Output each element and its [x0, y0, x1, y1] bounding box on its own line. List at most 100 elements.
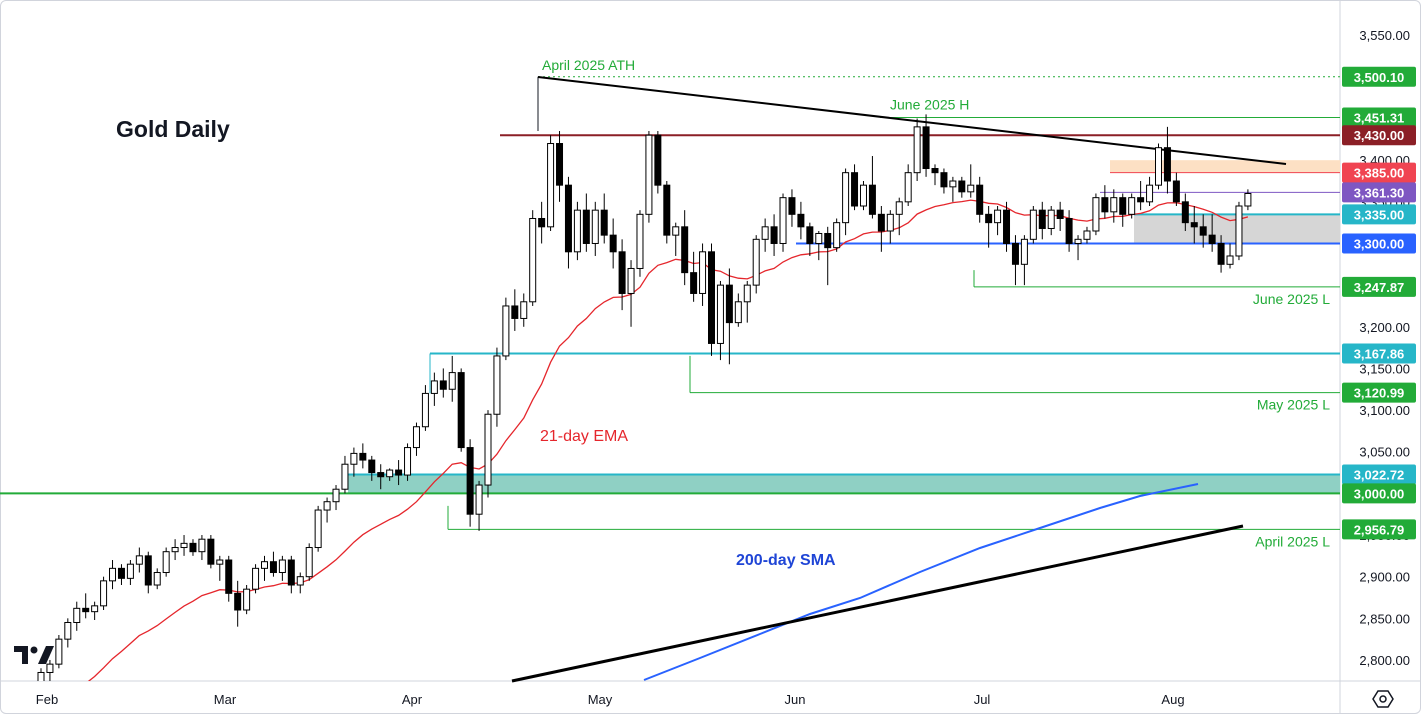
candle-body — [332, 488, 340, 503]
candle-body — [153, 572, 161, 586]
candle-body — [55, 638, 63, 665]
candle-body — [556, 143, 564, 186]
candle-body — [520, 301, 528, 319]
support-zone-3000 — [348, 474, 1340, 494]
candle-body — [1244, 193, 1252, 207]
candle-body — [350, 452, 358, 465]
price-tag-label: 3,000.00 — [1354, 486, 1405, 501]
price-tag-label: 3,361.30 — [1354, 185, 1405, 200]
candle-body — [1038, 209, 1046, 229]
price-tag-label: 3,500.10 — [1354, 70, 1405, 85]
candle-body — [895, 201, 903, 215]
candle-body — [797, 213, 805, 228]
candle-body — [708, 251, 715, 344]
candle-body — [198, 538, 206, 553]
x-tick-label: Mar — [214, 692, 237, 707]
price-tag — [1342, 519, 1416, 540]
candle-body — [1128, 197, 1136, 215]
candle-body — [314, 509, 322, 549]
candle-body — [1235, 205, 1243, 257]
price-tag — [1342, 483, 1416, 504]
candle-body — [412, 426, 420, 449]
candle-body — [430, 380, 438, 394]
resistance-zone-3385 — [1110, 160, 1340, 173]
price-tag — [1342, 204, 1416, 225]
ema-21-line — [87, 199, 1249, 681]
candle-body — [761, 226, 769, 240]
candle-body — [1101, 197, 1109, 213]
settings-icon[interactable] — [1372, 688, 1394, 710]
candle-body — [725, 284, 733, 324]
price-tag — [1342, 162, 1416, 183]
candle-body — [663, 184, 671, 236]
price-tag-label: 2,956.79 — [1354, 522, 1405, 537]
candle-body — [913, 126, 921, 174]
annotation-label: April 2025 L — [1255, 533, 1330, 549]
candle-body — [1110, 197, 1118, 213]
candle-body — [1190, 222, 1198, 228]
candle-body — [967, 184, 975, 193]
candle-body — [287, 559, 295, 586]
candle-body — [395, 469, 403, 476]
candle-body — [1011, 242, 1019, 265]
candle-body — [985, 213, 993, 224]
candle-body — [743, 284, 751, 303]
y-tick-label: 2,900.00 — [1359, 570, 1410, 585]
x-tick-label: Apr — [402, 692, 423, 707]
candle-body — [484, 413, 492, 486]
candle-body — [842, 172, 850, 224]
x-tick-label: Jun — [785, 692, 806, 707]
candle-body — [466, 447, 474, 515]
candle-body — [73, 607, 81, 623]
candle-body — [1217, 242, 1225, 265]
candle-body — [278, 559, 286, 574]
candle-body — [386, 469, 394, 478]
candle-body — [1119, 197, 1127, 215]
candle-body — [207, 538, 215, 565]
candle-body — [824, 232, 832, 249]
candle-body — [851, 172, 859, 207]
candle-body — [180, 542, 188, 549]
candle-body — [368, 459, 376, 474]
candle-body — [609, 234, 617, 253]
candle-body — [1083, 230, 1091, 240]
candle-body — [690, 272, 698, 294]
candle-body — [672, 226, 680, 236]
annotation-label: June 2025 H — [890, 96, 969, 112]
price-tag — [1342, 276, 1416, 297]
candle-body — [404, 447, 412, 476]
price-tag — [1342, 125, 1416, 146]
candle-body — [618, 251, 626, 294]
candle-body — [806, 226, 814, 244]
annotation-label: April 2025 ATH — [542, 57, 635, 73]
candle-body — [243, 588, 251, 611]
candle-body — [940, 172, 948, 188]
candle-body — [189, 542, 197, 553]
candle-body — [645, 134, 653, 215]
candle-body — [1029, 209, 1037, 240]
candle-body — [261, 561, 268, 569]
candle-body — [994, 209, 1002, 224]
candle-body — [37, 671, 45, 681]
candle-body — [1092, 197, 1100, 232]
price-tag-label: 3,385.00 — [1354, 166, 1405, 181]
price-tag — [1342, 66, 1416, 87]
price-tag — [1342, 464, 1416, 485]
candle-body — [904, 172, 912, 203]
candle-body — [529, 217, 537, 303]
candle-body — [162, 551, 170, 574]
candle-body — [573, 209, 581, 253]
candle-body — [886, 213, 894, 232]
annotation-label: June 2025 L — [1253, 291, 1330, 307]
candle-body — [82, 607, 90, 613]
x-tick-label: Aug — [1161, 692, 1184, 707]
x-tick-label: Jul — [974, 692, 991, 707]
annotation-label: May 2025 L — [1257, 397, 1330, 413]
candle-body — [591, 209, 599, 244]
candle-body — [1065, 217, 1073, 244]
candle-body — [582, 209, 590, 244]
price-tag-label: 3,335.00 — [1354, 207, 1405, 222]
candle-body — [636, 213, 644, 269]
